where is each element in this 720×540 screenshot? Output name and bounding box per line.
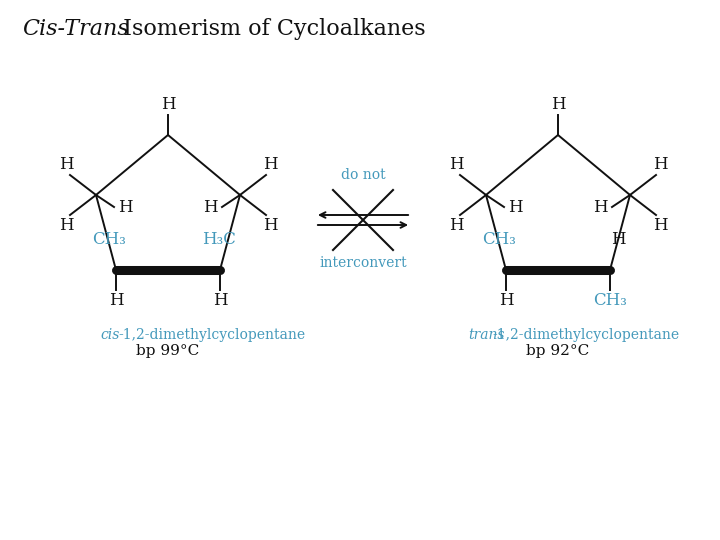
Text: H: H: [551, 96, 565, 113]
Text: bp 92°C: bp 92°C: [526, 344, 590, 358]
Text: Cis-Trans: Cis-Trans: [22, 18, 129, 40]
Text: -1,2-dimethylcyclopentane: -1,2-dimethylcyclopentane: [118, 328, 305, 342]
Text: H: H: [499, 292, 513, 309]
Text: CH₃: CH₃: [482, 231, 516, 248]
Text: H: H: [161, 96, 175, 113]
Text: H: H: [109, 292, 123, 309]
Text: H: H: [449, 156, 463, 173]
Text: H₃C: H₃C: [202, 231, 236, 248]
Text: CH₃: CH₃: [593, 292, 627, 309]
Text: H: H: [118, 199, 132, 215]
Text: interconvert: interconvert: [319, 256, 407, 270]
Text: H: H: [263, 156, 277, 173]
Text: CH₃: CH₃: [92, 231, 126, 248]
Text: H: H: [59, 156, 73, 173]
Text: do not: do not: [341, 168, 385, 182]
Text: trans: trans: [468, 328, 505, 342]
Text: H: H: [203, 199, 218, 215]
Text: H: H: [263, 217, 277, 234]
Text: H: H: [508, 199, 523, 215]
Text: bp 99°C: bp 99°C: [136, 344, 199, 358]
Text: H: H: [212, 292, 228, 309]
Text: H: H: [611, 231, 626, 248]
Text: cis: cis: [100, 328, 120, 342]
Text: H: H: [653, 217, 667, 234]
Text: H: H: [449, 217, 463, 234]
Text: -1,2-dimethylcyclopentane: -1,2-dimethylcyclopentane: [492, 328, 679, 342]
Text: Isomerism of Cycloalkanes: Isomerism of Cycloalkanes: [116, 18, 426, 40]
Text: H: H: [653, 156, 667, 173]
Text: H: H: [593, 199, 608, 215]
Text: H: H: [59, 217, 73, 234]
